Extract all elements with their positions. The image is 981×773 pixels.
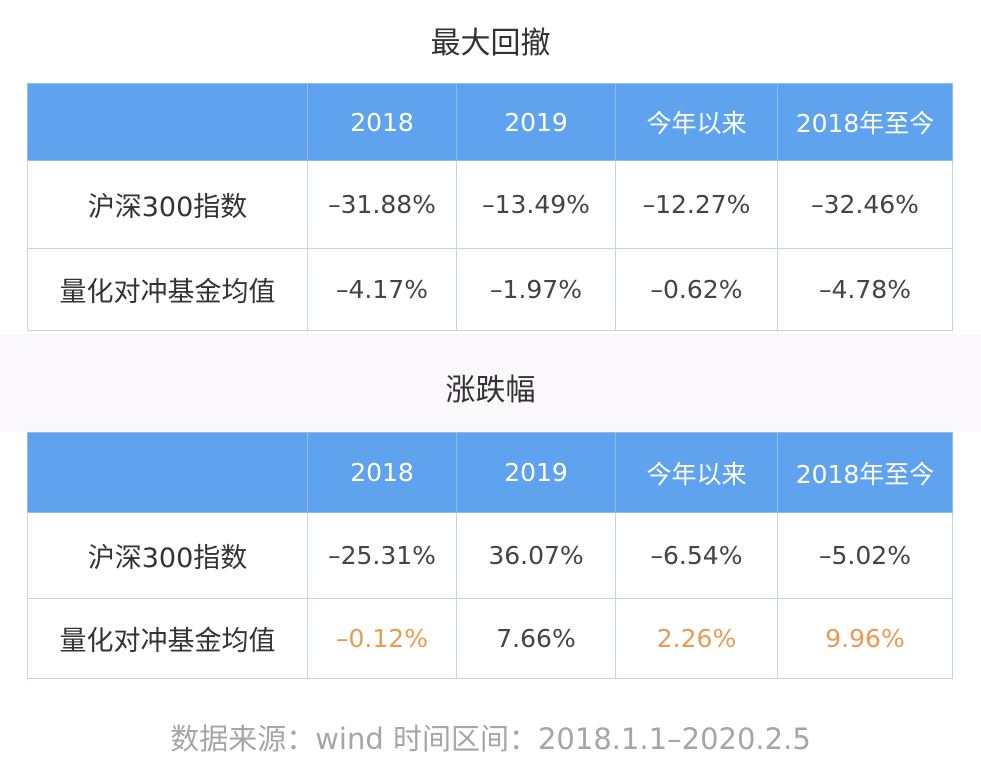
value-cell: –13.49% bbox=[456, 160, 616, 249]
header-row: 2018 2019 今年以来 2018年至今 bbox=[27, 83, 953, 161]
title-band bbox=[0, 334, 981, 432]
header-cell bbox=[27, 432, 308, 513]
value-cell: –4.78% bbox=[777, 248, 953, 331]
value-cell: –0.12% bbox=[307, 598, 457, 679]
value-cell: 2.26% bbox=[615, 598, 778, 679]
value-cell: –0.62% bbox=[615, 248, 778, 331]
header-cell: 2018年至今 bbox=[777, 432, 953, 513]
row-label: 量化对冲基金均值 bbox=[27, 248, 308, 331]
value-cell: –32.46% bbox=[777, 160, 953, 249]
footer: 数据来源：wind 时间区间：2018.1.1–2020.2.5 bbox=[170, 722, 811, 756]
value-cell: 9.96% bbox=[777, 598, 953, 679]
data-row: 沪深300指数 –25.31% 36.07% –6.54% –5.02% bbox=[27, 512, 953, 599]
data-table: 2018 2019 今年以来 2018年至今 沪深300指数 –25.31% 36.07% –… bbox=[27, 432, 953, 679]
data-table: 2018 2019 今年以来 2018年至今 沪深300指数 –31.88% –13.49%… bbox=[27, 83, 953, 331]
table-title: 最大回撤 bbox=[430, 26, 551, 61]
value-cell: –25.31% bbox=[307, 512, 457, 599]
value-cell: –6.54% bbox=[615, 512, 778, 599]
header-cell: 2018年至今 bbox=[777, 83, 953, 161]
row-label: 沪深300指数 bbox=[27, 512, 308, 599]
value-cell: –1.97% bbox=[456, 248, 616, 331]
value-cell: –5.02% bbox=[777, 512, 953, 599]
row-label: 量化对冲基金均值 bbox=[27, 598, 308, 679]
row-label: 沪深300指数 bbox=[27, 160, 308, 249]
header-cell: 2019 bbox=[456, 83, 616, 161]
value-cell: 7.66% bbox=[456, 598, 616, 679]
table-title: 涨跌幅 bbox=[445, 373, 536, 408]
value-cell: 36.07% bbox=[456, 512, 616, 599]
value-cell: –12.27% bbox=[615, 160, 778, 249]
header-row: 2018 2019 今年以来 2018年至今 bbox=[27, 432, 953, 513]
header-cell: 2019 bbox=[456, 432, 616, 513]
data-row: 量化对冲基金均值 –0.12% 7.66% 2.26% 9.96% bbox=[27, 598, 953, 679]
header-cell: 今年以来 bbox=[615, 432, 778, 513]
data-row: 量化对冲基金均值 –4.17% –1.97% –0.62% –4.78% bbox=[27, 248, 953, 331]
data-row: 沪深300指数 –31.88% –13.49% –12.27% –32.46% bbox=[27, 160, 953, 249]
value-cell: –31.88% bbox=[307, 160, 457, 249]
header-cell: 2018 bbox=[307, 432, 457, 513]
value-cell: –4.17% bbox=[307, 248, 457, 331]
header-cell: 今年以来 bbox=[615, 83, 778, 161]
header-cell: 2018 bbox=[307, 83, 457, 161]
header-cell bbox=[27, 83, 308, 161]
